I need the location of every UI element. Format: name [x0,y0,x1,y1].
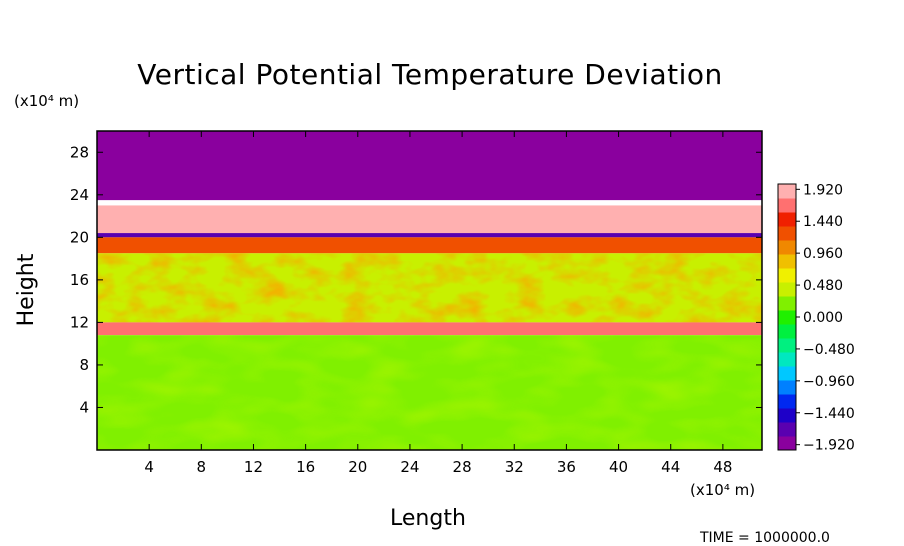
colorbar-swatch [778,282,796,297]
colorbar-swatch [778,422,796,437]
x-tick-label: 28 [453,458,472,476]
colorbar-tick-label: −1.920 [803,438,855,454]
x-tick-label: 4 [144,458,154,476]
x-axis: 4 8 12 16 20 24 28 32 36 40 44 48 [144,131,732,476]
y-axis-label-text: Height [14,253,39,327]
heatmap-layer [97,237,762,254]
y-tick-label: 24 [70,186,89,204]
y-axis-unit: (x10⁴ m) [14,92,80,110]
x-tick-label: 40 [609,458,628,476]
colorbar-swatch [778,324,796,339]
x-tick-label: 24 [400,458,419,476]
y-tick-label: 20 [70,228,89,246]
colorbar-swatch [778,380,796,395]
colorbar-swatch [778,310,796,325]
chart-title: Vertical Potential Temperature Deviation [137,58,723,91]
colorbar-swatch [778,338,796,353]
y-tick-label: 8 [79,356,89,374]
heatmap-layer [97,131,762,201]
y-axis: 4 8 12 16 20 24 28 [70,143,762,416]
x-tick-label: 12 [244,458,263,476]
turbulence-texture [97,253,762,323]
y-tick-label: 16 [70,271,89,289]
heatmap-layer [97,233,762,238]
heatmap-field [97,131,762,450]
heatmap-layer [97,322,762,336]
x-tick-label: 48 [713,458,732,476]
x-tick-label: 32 [505,458,524,476]
x-tick-label: 44 [661,458,680,476]
x-tick-label: 8 [197,458,207,476]
colorbar-tick-label: 0.960 [803,246,843,262]
colorbar-swatch [778,436,796,451]
plot-frame [96,130,763,451]
y-tick-label: 4 [79,398,89,416]
colorbar-tick-label: 1.920 [803,182,843,198]
colorbar-swatch [778,226,796,241]
colorbar-tick-label: 0.000 [803,310,843,326]
x-tick-label: 20 [348,458,367,476]
colorbar-swatch [778,240,796,255]
colorbar-swatch [778,394,796,409]
x-tick-label: 36 [557,458,576,476]
colorbar-tick-label: 0.480 [803,278,843,294]
time-footer: TIME = 1000000.0 [700,530,830,546]
colorbar-swatch [778,408,796,423]
y-tick-label: 12 [70,313,89,331]
colorbar-swatch [778,352,796,367]
turbulence-texture [97,335,762,450]
x-axis-label: Length [390,506,466,531]
colorbar-tick-label: −1.440 [803,406,855,422]
colorbar-swatch [778,212,796,227]
colorbar-swatch [778,296,796,311]
colorbar-swatch [778,366,796,381]
colorbar: 1.920 1.440 0.960 0.480 0.000 −0.480 −0.960 −1.… [777,182,855,454]
colorbar-swatch [778,268,796,283]
colorbar-swatch [778,184,796,199]
colorbar-tick-label: −0.480 [803,342,855,358]
colorbar-tick-label: −0.960 [803,374,855,390]
x-axis-unit: (x10⁴ m) [690,481,756,499]
colorbar-tick-label: 1.440 [803,214,843,230]
colorbar-swatch [778,198,796,213]
x-tick-label: 16 [296,458,315,476]
plot-border [96,130,763,451]
y-tick-label: 28 [70,143,89,161]
heatmap-layer [97,205,762,234]
colorbar-swatch [778,254,796,269]
